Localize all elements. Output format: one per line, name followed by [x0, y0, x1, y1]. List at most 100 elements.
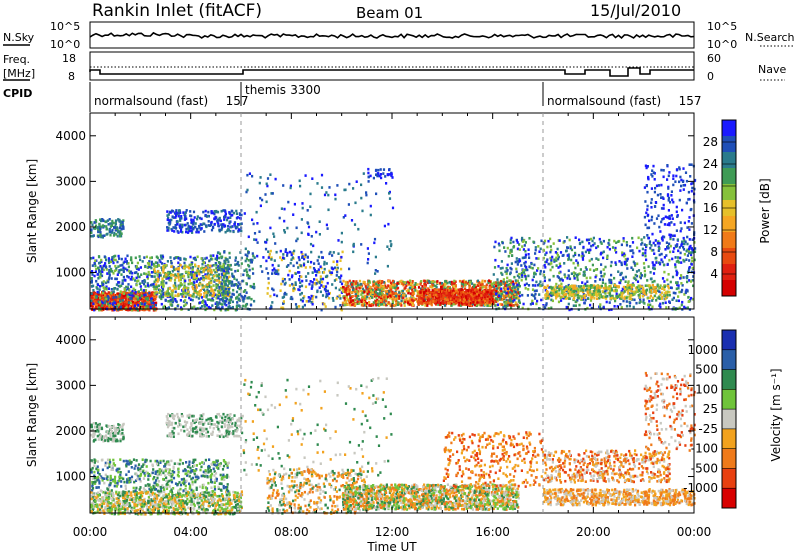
range-cell — [139, 294, 142, 297]
range-cell — [442, 295, 445, 298]
range-cell — [113, 231, 116, 235]
range-cell — [460, 291, 463, 294]
range-cell — [231, 272, 234, 276]
range-cell — [339, 297, 342, 300]
range-cell — [195, 280, 198, 283]
range-cell — [480, 294, 483, 297]
range-cell — [316, 182, 319, 185]
range-cell — [126, 287, 129, 291]
range-cell — [273, 267, 276, 270]
range-cell — [476, 301, 479, 304]
range-cell — [189, 294, 192, 297]
range-cell — [201, 301, 204, 304]
range-cell — [640, 238, 643, 241]
range-cell — [217, 256, 221, 260]
range-cell — [411, 290, 414, 293]
range-cell — [320, 256, 324, 259]
range-cell — [172, 284, 175, 288]
range-cell — [212, 284, 215, 287]
range-cell — [411, 292, 414, 296]
range-cell — [450, 292, 453, 295]
range-cell — [226, 229, 229, 233]
range-cell — [272, 232, 275, 236]
range-cell — [251, 218, 254, 222]
range-cell — [268, 252, 271, 256]
range-cell — [143, 295, 146, 298]
range-cell — [250, 260, 253, 264]
range-cell — [222, 290, 225, 293]
range-cell — [298, 179, 301, 183]
range-cell — [119, 299, 122, 302]
range-cell — [228, 220, 231, 224]
range-cell — [282, 300, 285, 303]
range-cell — [270, 306, 273, 309]
range-cell — [357, 294, 360, 298]
range-cell — [121, 282, 124, 285]
range-cell — [235, 209, 238, 213]
range-cell — [243, 269, 246, 272]
range-cell — [448, 280, 451, 284]
range-cell — [376, 270, 379, 273]
range-cell — [560, 282, 563, 286]
range-cell — [179, 299, 182, 302]
range-cell — [351, 295, 354, 298]
range-cell — [200, 296, 203, 299]
range-cell — [442, 291, 445, 294]
range-cell — [403, 294, 406, 297]
range-cell — [354, 290, 357, 294]
range-cell — [310, 250, 313, 254]
range-cell — [100, 294, 103, 298]
range-cell — [327, 193, 330, 197]
range-cell — [340, 240, 343, 244]
range-cell — [148, 291, 151, 295]
range-cell — [99, 231, 102, 234]
range-cell — [269, 249, 272, 253]
range-cell — [156, 277, 159, 281]
range-cell — [197, 297, 200, 300]
range-cell — [123, 287, 126, 291]
range-cell — [104, 262, 107, 265]
range-cell — [117, 284, 120, 288]
range-cell — [118, 293, 121, 297]
range-cell — [167, 287, 170, 290]
range-cell — [113, 226, 116, 229]
range-cell — [431, 293, 434, 296]
range-cell — [236, 262, 239, 266]
range-cell — [512, 295, 515, 299]
range-cell — [337, 276, 341, 279]
range-cell — [366, 261, 369, 265]
range-cell — [122, 266, 125, 270]
range-cell — [420, 280, 423, 283]
range-cell — [181, 223, 184, 227]
range-cell — [120, 293, 123, 297]
range-cell — [375, 282, 378, 286]
range-cell — [187, 224, 190, 228]
range-cell — [151, 296, 155, 299]
range-cell — [107, 298, 110, 302]
range-cell — [237, 297, 240, 301]
range-cell — [174, 294, 177, 297]
range-cell — [161, 288, 165, 291]
range-cell — [310, 287, 313, 290]
range-cell — [151, 304, 154, 308]
range-cell — [495, 289, 498, 293]
range-cell — [179, 258, 182, 261]
range-cell — [158, 258, 161, 262]
range-cell — [142, 292, 145, 295]
range-cell — [156, 274, 159, 277]
range-cell — [323, 267, 326, 271]
range-cell — [156, 261, 159, 265]
range-cell — [106, 272, 109, 275]
range-cell — [319, 265, 322, 268]
range-cell — [142, 289, 145, 292]
range-cell — [120, 268, 123, 272]
range-cell — [193, 216, 196, 219]
range-cell — [102, 296, 106, 300]
range-cell — [461, 280, 464, 283]
range-cell — [203, 230, 206, 233]
range-cell — [453, 299, 456, 303]
range-cell — [102, 268, 105, 272]
range-cell — [473, 291, 476, 295]
range-cell — [218, 286, 221, 289]
range-cell — [150, 299, 153, 302]
